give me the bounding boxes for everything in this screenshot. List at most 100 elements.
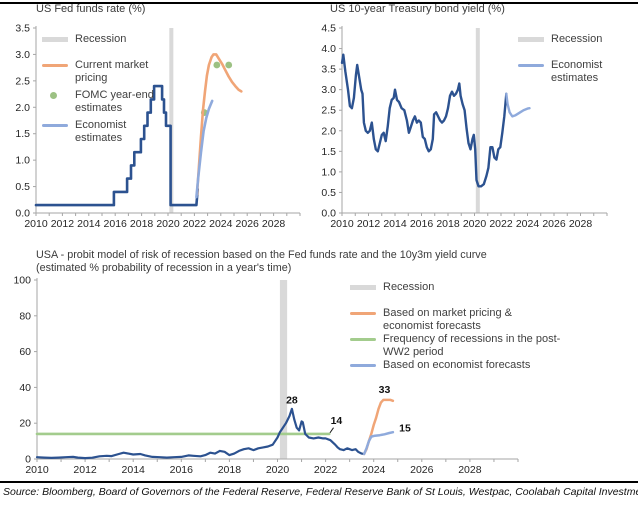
line-swatch [42, 119, 68, 132]
probit-legend: Recession Based on market pricing & econ… [350, 281, 565, 372]
svg-text:2020: 2020 [156, 218, 180, 230]
fed-funds-chart: 0.0 0.5 1.0 1.5 2.0 2.5 3.0 3.5 2010 2012 2014 2016… [15, 23, 301, 230]
svg-text:0.0: 0.0 [321, 208, 336, 220]
svg-text:4.0: 4.0 [321, 43, 336, 55]
recession-band-swatch [42, 33, 68, 46]
fed-funds-legend: Recession Current market pricing FOMC ye… [42, 33, 182, 149]
svg-text:2028: 2028 [262, 218, 286, 230]
legend-label: Recession [75, 33, 127, 45]
legend-label: Recession [551, 33, 603, 45]
svg-text:0.5: 0.5 [321, 187, 336, 199]
legend-item-economist-estimates: Economist estimates [42, 119, 182, 145]
svg-text:4.5: 4.5 [321, 23, 336, 35]
treasury-yield-legend: Recession Economist estimates [518, 33, 633, 89]
svg-text:2024: 2024 [362, 464, 386, 476]
svg-text:1.5: 1.5 [321, 146, 336, 158]
svg-text:2026: 2026 [236, 218, 260, 230]
svg-text:2028: 2028 [569, 218, 593, 230]
svg-text:2012: 2012 [73, 464, 97, 476]
line-swatch [42, 59, 68, 72]
recession-band-swatch [350, 281, 376, 294]
svg-text:2018: 2018 [218, 464, 242, 476]
svg-text:0.5: 0.5 [15, 181, 30, 193]
svg-text:2.5: 2.5 [321, 105, 336, 117]
svg-text:2.0: 2.0 [321, 125, 336, 137]
svg-text:3.0: 3.0 [15, 49, 30, 61]
svg-text:0: 0 [25, 454, 31, 466]
fed-funds-chart-title: US Fed funds rate (%) [36, 3, 146, 15]
svg-text:20: 20 [19, 418, 31, 430]
svg-text:2022: 2022 [489, 218, 513, 230]
legend-label: Economist estimates [551, 59, 603, 84]
svg-text:2022: 2022 [314, 464, 338, 476]
probit-chart-title-line1: USA - probit model of risk of recession … [36, 249, 487, 261]
svg-text:1.0: 1.0 [15, 155, 30, 167]
svg-text:2010: 2010 [24, 218, 48, 230]
svg-text:2022: 2022 [183, 218, 207, 230]
legend-label: FOMC year-end estimates [75, 89, 154, 114]
legend-label: Recession [383, 281, 435, 293]
treasury-yield-chart-title: US 10-year Treasury bond yield (%) [330, 3, 505, 15]
legend-item-market-pricing-forecasts: Based on market pricing & economist fore… [350, 307, 565, 333]
line-swatch [350, 359, 376, 372]
legend-item-fomc-dots: FOMC year-end estimates [42, 89, 182, 115]
svg-text:2012: 2012 [357, 218, 381, 230]
source-note: Source: Bloomberg, Board of Governors of… [3, 486, 638, 498]
svg-text:28: 28 [286, 395, 298, 407]
svg-text:2024: 2024 [209, 218, 233, 230]
svg-text:2018: 2018 [130, 218, 154, 230]
svg-text:2026: 2026 [542, 218, 566, 230]
legend-item-economist-forecasts: Based on economist forecasts [350, 359, 565, 372]
svg-text:14: 14 [331, 415, 343, 427]
legend-label: Frequency of recessions in the post-WW2 … [383, 333, 561, 358]
svg-text:0.0: 0.0 [15, 208, 30, 220]
legend-label: Based on economist forecasts [383, 359, 531, 371]
svg-text:3.5: 3.5 [321, 64, 336, 76]
probit-chart-title-line2: (estimated % probability of recession in… [36, 261, 292, 274]
bottom-border-rule [0, 481, 638, 483]
legend-item-economist-estimates: Economist estimates [518, 59, 633, 85]
svg-text:2024: 2024 [516, 218, 540, 230]
svg-text:2.5: 2.5 [15, 75, 30, 87]
dot-swatch [42, 89, 68, 102]
legend-label: Based on market pricing & economist fore… [383, 307, 513, 332]
svg-text:2020: 2020 [463, 218, 487, 230]
svg-text:60: 60 [19, 346, 31, 358]
svg-text:33: 33 [379, 384, 391, 396]
svg-text:2016: 2016 [170, 464, 194, 476]
svg-text:1.0: 1.0 [321, 166, 336, 178]
svg-text:2020: 2020 [266, 464, 290, 476]
svg-text:15: 15 [399, 422, 411, 434]
svg-text:2010: 2010 [25, 464, 49, 476]
svg-text:3.0: 3.0 [321, 84, 336, 96]
svg-text:2014: 2014 [383, 218, 407, 230]
svg-text:2026: 2026 [410, 464, 434, 476]
svg-text:2014: 2014 [77, 218, 101, 230]
legend-label: Economist estimates [75, 119, 127, 144]
svg-text:40: 40 [19, 382, 31, 394]
line-swatch [518, 59, 544, 72]
svg-text:2016: 2016 [410, 218, 434, 230]
svg-text:2028: 2028 [458, 464, 482, 476]
svg-text:2016: 2016 [104, 218, 128, 230]
svg-text:100: 100 [13, 275, 31, 287]
legend-item-recession: Recession [42, 33, 182, 46]
svg-text:2.0: 2.0 [15, 102, 30, 114]
legend-item-market-pricing: Current market pricing [42, 59, 182, 85]
svg-text:2014: 2014 [122, 464, 146, 476]
line-swatch [350, 307, 376, 320]
svg-text:2018: 2018 [436, 218, 460, 230]
legend-item-recession: Recession [350, 281, 565, 294]
svg-text:80: 80 [19, 310, 31, 322]
probit-chart-title: USA - probit model of risk of recession … [36, 249, 487, 274]
svg-text:1.5: 1.5 [15, 128, 30, 140]
legend-item-recession-frequency: Frequency of recessions in the post-WW2 … [350, 333, 565, 359]
line-swatch [350, 333, 376, 346]
top-border-rule [0, 2, 638, 4]
svg-text:2012: 2012 [51, 218, 75, 230]
svg-text:2010: 2010 [330, 218, 354, 230]
legend-item-recession: Recession [518, 33, 633, 46]
recession-band-swatch [518, 33, 544, 46]
